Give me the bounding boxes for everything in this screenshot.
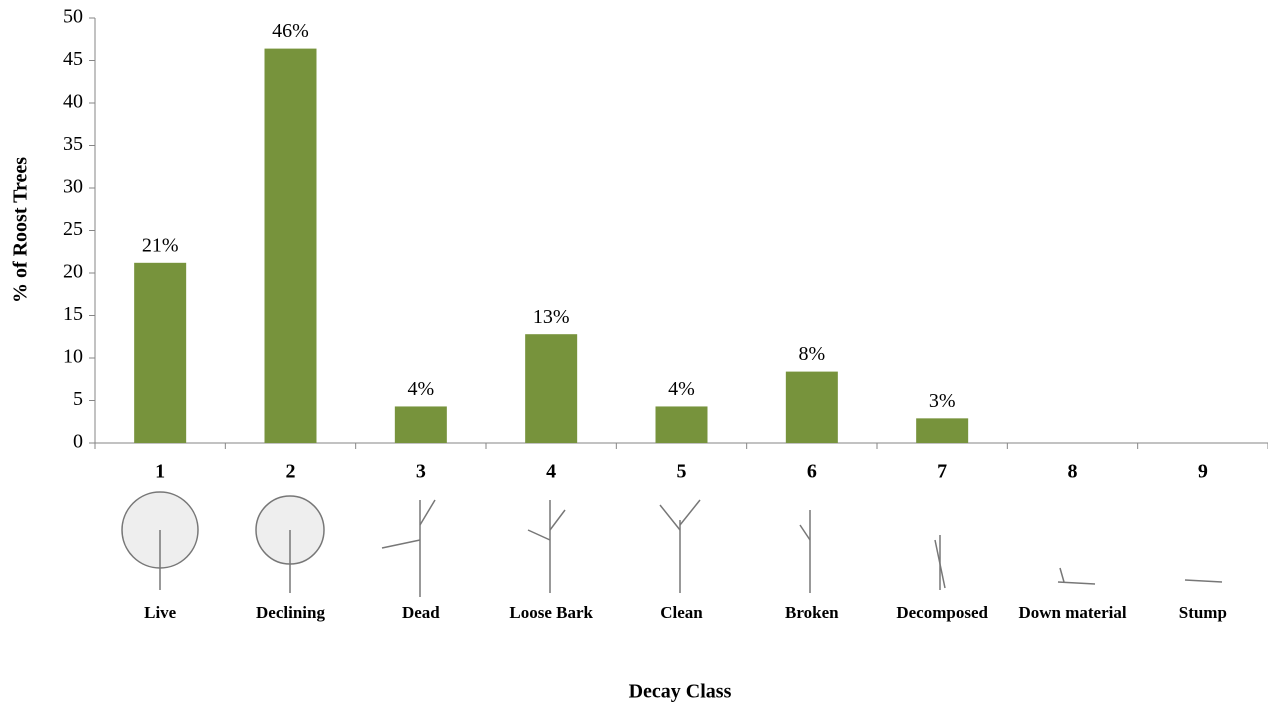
bar: [265, 49, 317, 443]
class-name: Decomposed: [896, 603, 988, 622]
value-label: 21%: [142, 234, 179, 256]
y-tick-label: 20: [63, 261, 83, 283]
bar: [786, 372, 838, 443]
y-tick-label: 35: [63, 133, 83, 155]
y-tick-label: 0: [73, 431, 83, 453]
value-label: 13%: [533, 306, 570, 328]
bar: [134, 263, 186, 443]
bar: [395, 406, 447, 443]
y-axis-title: % of Roost Trees: [10, 157, 32, 303]
tree-illustrations: [122, 492, 1222, 597]
x-tick-label: 1: [155, 461, 165, 483]
chart: % of Roost Trees Decay Class 05101520253…: [0, 0, 1268, 707]
x-axis-title: Decay Class: [629, 681, 732, 703]
x-tick-label: 9: [1198, 461, 1208, 483]
x-tick-label: 3: [416, 461, 426, 483]
y-tick-label: 25: [63, 218, 83, 240]
class-name: Declining: [256, 603, 325, 622]
x-tick-label: 7: [937, 461, 947, 483]
bar: [656, 406, 708, 443]
bar: [916, 418, 968, 443]
y-tick-label: 30: [63, 176, 83, 198]
x-tick-label: 5: [677, 461, 687, 483]
x-tick-label: 6: [807, 461, 817, 483]
y-tick-label: 50: [63, 6, 83, 28]
class-name: Clean: [660, 603, 703, 622]
value-label: 8%: [798, 343, 825, 365]
value-label: 3%: [929, 390, 956, 412]
class-name: Broken: [785, 603, 839, 622]
x-tick-label: 8: [1068, 461, 1078, 483]
x-tick-label: 4: [546, 461, 556, 483]
y-tick-label: 40: [63, 91, 83, 113]
class-name: Loose Bark: [509, 603, 593, 622]
x-tick-label: 2: [286, 461, 296, 483]
class-name: Live: [144, 603, 177, 622]
value-label: 4%: [407, 378, 434, 400]
class-name: Dead: [402, 603, 440, 622]
bar: [525, 334, 577, 443]
class-name: Stump: [1179, 603, 1227, 622]
class-name: Down material: [1018, 603, 1126, 622]
value-label: 4%: [668, 378, 695, 400]
y-tick-label: 10: [63, 346, 83, 368]
y-tick-label: 5: [73, 388, 83, 410]
y-tick-label: 45: [63, 48, 83, 70]
y-tick-label: 15: [63, 303, 83, 325]
value-label: 46%: [272, 20, 309, 42]
